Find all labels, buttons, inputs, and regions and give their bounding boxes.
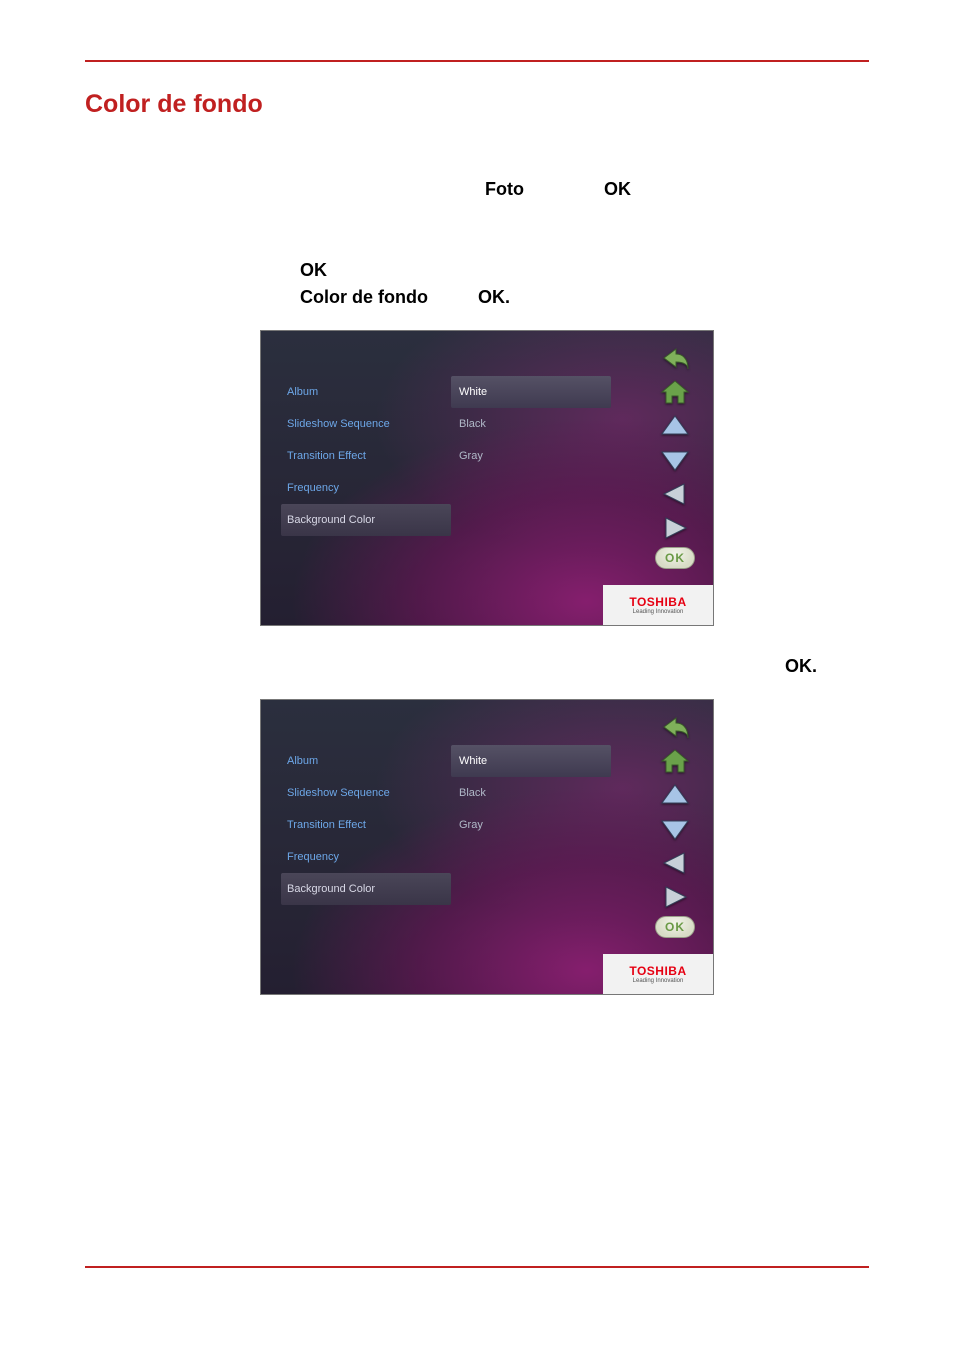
back-icon[interactable] — [658, 712, 692, 742]
option-item[interactable]: White — [451, 745, 611, 777]
down-arrow-icon[interactable] — [658, 445, 692, 475]
word-ok-2: OK — [300, 260, 327, 280]
home-icon[interactable] — [658, 746, 692, 776]
menu-column: AlbumSlideshow SequenceTransition Effect… — [281, 745, 451, 905]
left-arrow-icon[interactable] — [658, 479, 692, 509]
menu-column: AlbumSlideshow SequenceTransition Effect… — [281, 376, 451, 536]
step-4-ok: OK. — [785, 656, 869, 677]
instruction-line-3: Color de fondo OK. — [300, 287, 869, 308]
word-ok-1: OK — [604, 179, 631, 199]
brand-name: TOSHIBA — [629, 964, 686, 978]
option-item[interactable]: Black — [451, 408, 611, 440]
up-arrow-icon[interactable] — [658, 411, 692, 441]
left-arrow-icon[interactable] — [658, 848, 692, 878]
menu-item[interactable]: Frequency — [281, 472, 451, 504]
back-icon[interactable] — [658, 343, 692, 373]
option-item[interactable]: Gray — [451, 440, 611, 472]
word-ok-3: OK. — [478, 287, 510, 307]
menu-item[interactable]: Slideshow Sequence — [281, 777, 451, 809]
home-icon[interactable] — [658, 377, 692, 407]
menu-item[interactable]: Album — [281, 376, 451, 408]
menu-item[interactable]: Background Color — [281, 873, 451, 905]
down-arrow-icon[interactable] — [658, 814, 692, 844]
top-rule — [85, 60, 869, 62]
options-column: WhiteBlackGray — [451, 376, 611, 472]
options-column: WhiteBlackGray — [451, 745, 611, 841]
menu-item[interactable]: Background Color — [281, 504, 451, 536]
brand-tagline: Leading Innovation — [633, 609, 684, 615]
ok-button[interactable]: OK — [655, 916, 695, 938]
instruction-line-1: Foto OK — [485, 179, 869, 200]
brand-panel: TOSHIBA Leading Innovation — [603, 954, 713, 994]
device-screenshot-2: AlbumSlideshow SequenceTransition Effect… — [260, 699, 714, 995]
brand-panel: TOSHIBA Leading Innovation — [603, 585, 713, 625]
section-title: Color de fondo — [85, 90, 869, 119]
phrase-color-de-fondo: Color de fondo — [300, 287, 428, 307]
menu-item[interactable]: Album — [281, 745, 451, 777]
ok-button[interactable]: OK — [655, 547, 695, 569]
nav-icons-column: OK — [653, 712, 697, 938]
word-foto: Foto — [485, 179, 524, 199]
menu-item[interactable]: Frequency — [281, 841, 451, 873]
instruction-line-2: OK — [300, 260, 869, 281]
option-item[interactable]: Black — [451, 777, 611, 809]
up-arrow-icon[interactable] — [658, 780, 692, 810]
menu-item[interactable]: Slideshow Sequence — [281, 408, 451, 440]
option-item[interactable]: Gray — [451, 809, 611, 841]
option-item[interactable]: White — [451, 376, 611, 408]
menu-item[interactable]: Transition Effect — [281, 440, 451, 472]
right-arrow-icon[interactable] — [658, 513, 692, 543]
menu-item[interactable]: Transition Effect — [281, 809, 451, 841]
device-screenshot-1: AlbumSlideshow SequenceTransition Effect… — [260, 330, 714, 626]
brand-tagline: Leading Innovation — [633, 978, 684, 984]
brand-name: TOSHIBA — [629, 595, 686, 609]
nav-icons-column: OK — [653, 343, 697, 569]
bottom-rule — [85, 1266, 869, 1268]
right-arrow-icon[interactable] — [658, 882, 692, 912]
